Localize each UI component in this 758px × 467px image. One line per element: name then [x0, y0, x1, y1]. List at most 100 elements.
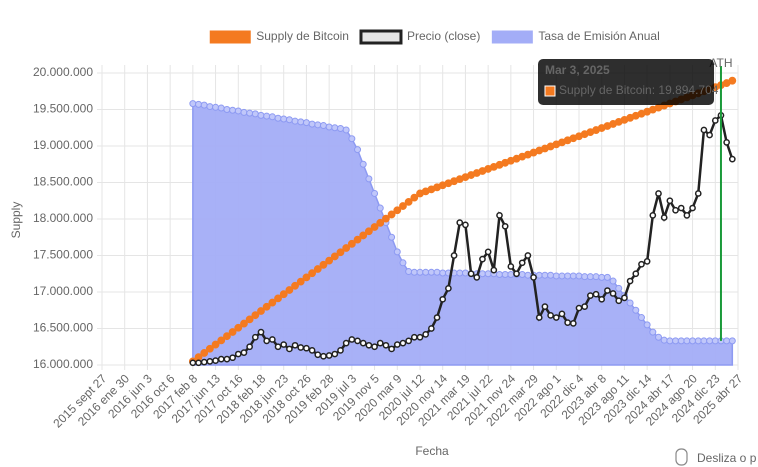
area-point: [246, 109, 254, 117]
legend-item[interactable]: Precio (close): [359, 29, 480, 45]
point: [348, 336, 356, 343]
point: [370, 223, 379, 231]
point: [240, 349, 248, 356]
point: [206, 358, 214, 365]
point: [223, 355, 231, 363]
area-point: [592, 273, 600, 281]
point: [433, 314, 441, 321]
point: [280, 341, 288, 348]
point: [303, 344, 310, 352]
point: [575, 304, 583, 312]
point: [496, 212, 503, 219]
point: [445, 285, 452, 292]
point: [234, 350, 242, 358]
area-point: [371, 189, 379, 197]
area-point: [615, 284, 623, 292]
area-point: [723, 337, 731, 345]
area-point: [325, 123, 333, 131]
area-point: [518, 270, 526, 278]
point: [274, 294, 282, 303]
point: [604, 287, 611, 294]
y-tick-label: 19.500.000: [33, 102, 93, 116]
point: [518, 259, 526, 267]
point: [376, 339, 384, 347]
point: [246, 343, 253, 351]
area-point: [439, 269, 447, 277]
area-point: [672, 337, 680, 345]
point: [382, 341, 390, 349]
area-point: [189, 100, 197, 108]
point: [535, 314, 543, 321]
point: [245, 315, 254, 324]
area-point: [234, 107, 242, 115]
area-point: [354, 146, 362, 154]
point: [229, 354, 236, 362]
area-point: [427, 268, 435, 276]
point: [643, 257, 651, 265]
point: [711, 117, 719, 124]
point: [564, 319, 571, 327]
point: [694, 190, 702, 197]
point: [621, 294, 628, 302]
area-point: [694, 337, 702, 345]
area-point: [728, 337, 736, 345]
point: [467, 270, 475, 278]
area-point: [541, 271, 549, 279]
area-point: [410, 268, 418, 276]
point: [450, 252, 458, 259]
point: [689, 204, 696, 212]
legend-label: Precio (close): [407, 29, 480, 43]
area-point: [399, 259, 407, 267]
point: [683, 212, 691, 219]
point: [723, 139, 730, 146]
legend-swatch: [491, 30, 533, 44]
legend-item[interactable]: Tasa de Emisión Anual: [491, 29, 660, 44]
point: [462, 221, 469, 229]
area-point: [223, 106, 231, 113]
point: [587, 292, 594, 299]
area-point: [456, 269, 464, 277]
area-point: [217, 104, 225, 112]
point: [325, 352, 333, 359]
point: [336, 248, 345, 257]
legend: Supply de Bitcoin Precio (close) Tasa de E…: [209, 29, 660, 45]
point: [234, 323, 243, 332]
point: [410, 333, 418, 341]
y-tick-label: 16.500.000: [33, 321, 93, 335]
point: [251, 311, 260, 320]
point: [399, 339, 407, 347]
y-tick-label: 20.000.000: [33, 65, 93, 79]
legend-item[interactable]: Supply de Bitcoin: [209, 29, 349, 44]
area-point: [376, 204, 384, 212]
area-point: [337, 124, 344, 132]
point: [262, 302, 271, 311]
point: [308, 347, 316, 354]
point: [541, 303, 549, 310]
area-point: [586, 273, 594, 281]
area-point: [422, 268, 430, 276]
point: [257, 328, 265, 336]
point: [677, 204, 685, 212]
point: [302, 273, 311, 282]
point: [359, 231, 368, 240]
point: [330, 252, 339, 261]
point: [376, 218, 385, 227]
area-point: [331, 124, 339, 132]
area-point: [558, 272, 566, 280]
legend-label: Tasa de Emisión Anual: [538, 29, 659, 43]
point: [211, 340, 220, 349]
area-point: [388, 233, 396, 241]
area-point: [365, 175, 373, 183]
area-point: [706, 337, 714, 345]
point: [672, 206, 679, 214]
point: [428, 325, 435, 332]
area-point: [263, 112, 271, 120]
y-tick-label: 19.000.000: [33, 138, 93, 152]
area-point: [416, 268, 424, 276]
point: [592, 290, 600, 298]
point: [314, 351, 322, 359]
annotation: ATH: [709, 56, 732, 70]
point: [205, 344, 214, 353]
point: [439, 295, 447, 303]
